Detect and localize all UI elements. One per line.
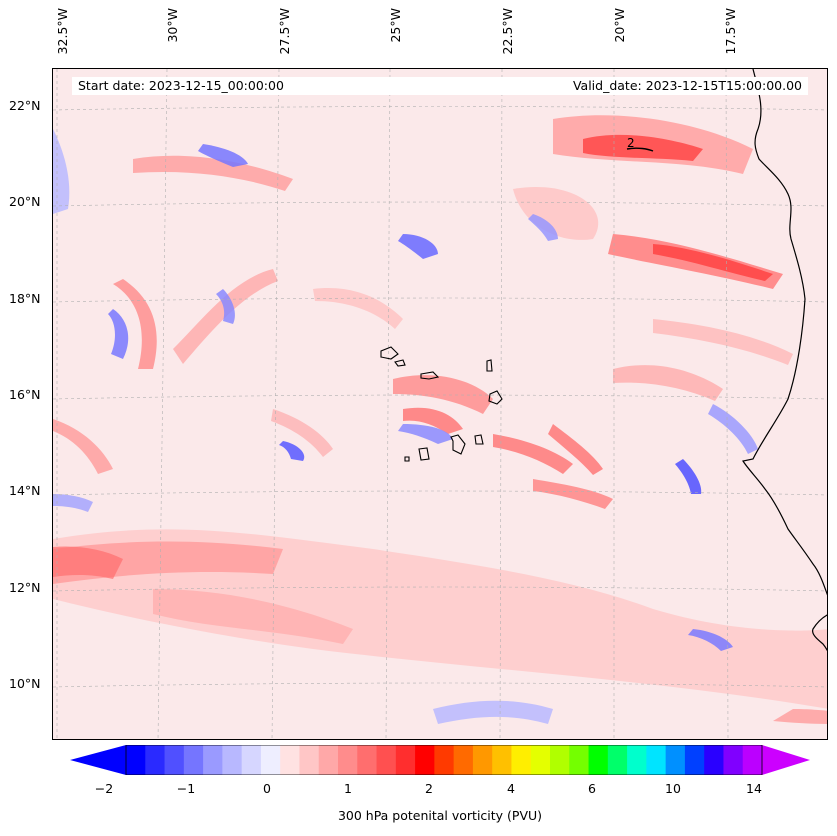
pv-blobs	[53, 115, 827, 724]
colorbar-min-arrow	[70, 745, 126, 775]
cb-tick-8: 14	[746, 781, 762, 796]
contour-2pvu-line	[626, 147, 654, 152]
colorbar-bin	[145, 745, 166, 775]
colorbar-bin	[704, 745, 724, 775]
colorbar-bin	[376, 745, 397, 775]
colorbar-bin	[627, 745, 647, 775]
pv-field: 2	[53, 69, 827, 739]
cb-tick-5: 4	[507, 781, 515, 796]
lat-label-18n: 18°N	[9, 291, 41, 306]
colorbar-bin	[723, 745, 744, 775]
date-info-bar: Start date: 2023-12-15_00:00:00 Valid_da…	[72, 77, 808, 95]
colorbar-bin	[550, 745, 570, 775]
cb-tick-7: 10	[665, 781, 681, 796]
lon-label-17.5w: 17.5°W	[723, 8, 738, 55]
lon-label-22.5w: 22.5°W	[500, 8, 515, 55]
cb-tick-0: −2	[94, 781, 114, 796]
lon-label-27.5w: 27.5°W	[277, 8, 292, 55]
colorbar-bin	[126, 745, 146, 775]
colorbar-bin	[357, 745, 378, 775]
lat-label-14n: 14°N	[9, 483, 41, 498]
lon-label-32.5w: 32.5°W	[55, 8, 70, 55]
colorbar-bin	[530, 745, 551, 775]
colorbar-bin	[280, 745, 300, 775]
colorbar-bin	[434, 745, 455, 775]
colorbar-bin	[203, 745, 223, 775]
colorbar-bin	[665, 745, 686, 775]
colorbar-bin	[492, 745, 512, 775]
lat-label-10n: 10°N	[9, 676, 41, 691]
cb-tick-6: 6	[588, 781, 596, 796]
colorbar-bin	[742, 745, 763, 775]
cb-tick-1: −1	[176, 781, 196, 796]
colorbar-bin	[318, 745, 339, 775]
colorbar-bin	[569, 745, 590, 775]
lon-label-30w: 30°W	[165, 8, 180, 43]
colorbar-max-arrow	[762, 745, 810, 775]
cb-tick-4: 2	[425, 781, 433, 796]
colorbar-bin	[164, 745, 185, 775]
contour-label-2: 2	[627, 136, 635, 150]
colorbar-bin	[395, 745, 416, 775]
colorbar-bin	[299, 745, 320, 775]
colorbar-title: 300 hPa potenital vorticity (PVU)	[337, 808, 543, 823]
colorbar-frame	[125, 745, 763, 775]
gridlines	[53, 69, 827, 739]
colorbar-bin	[646, 745, 667, 775]
lat-label-12n: 12°N	[9, 580, 41, 595]
colorbar-bin	[183, 745, 204, 775]
lat-label-16n: 16°N	[9, 387, 41, 402]
colorbar-bin	[684, 745, 705, 775]
colorbar-bin	[415, 745, 435, 775]
colorbar-bin	[338, 745, 358, 775]
colorbar-bins	[126, 745, 763, 775]
lat-label-22n: 22°N	[9, 98, 41, 113]
colorbar-bin	[607, 745, 628, 775]
start-date-label: Start date: 2023-12-15_00:00:00	[78, 78, 284, 93]
colorbar-bin	[241, 745, 262, 775]
lat-label-20n: 20°N	[9, 194, 41, 209]
colorbar-bin	[472, 745, 493, 775]
coastline	[742, 69, 827, 652]
colorbar-bin	[453, 745, 474, 775]
colorbar-bin	[222, 745, 243, 775]
lon-label-25w: 25°W	[388, 8, 403, 43]
lon-label-20w: 20°W	[612, 8, 627, 43]
colorbar-bin	[511, 745, 532, 775]
cb-tick-2: 0	[263, 781, 271, 796]
pv-map-panel: 2	[52, 68, 828, 740]
cb-tick-3: 1	[344, 781, 352, 796]
valid-date-label: Valid_date: 2023-12-15T15:00:00.00	[572, 78, 802, 93]
cape-verde-islands	[380, 346, 503, 462]
colorbar-bin	[588, 745, 609, 775]
colorbar	[70, 745, 810, 775]
colorbar-bin	[260, 745, 281, 775]
